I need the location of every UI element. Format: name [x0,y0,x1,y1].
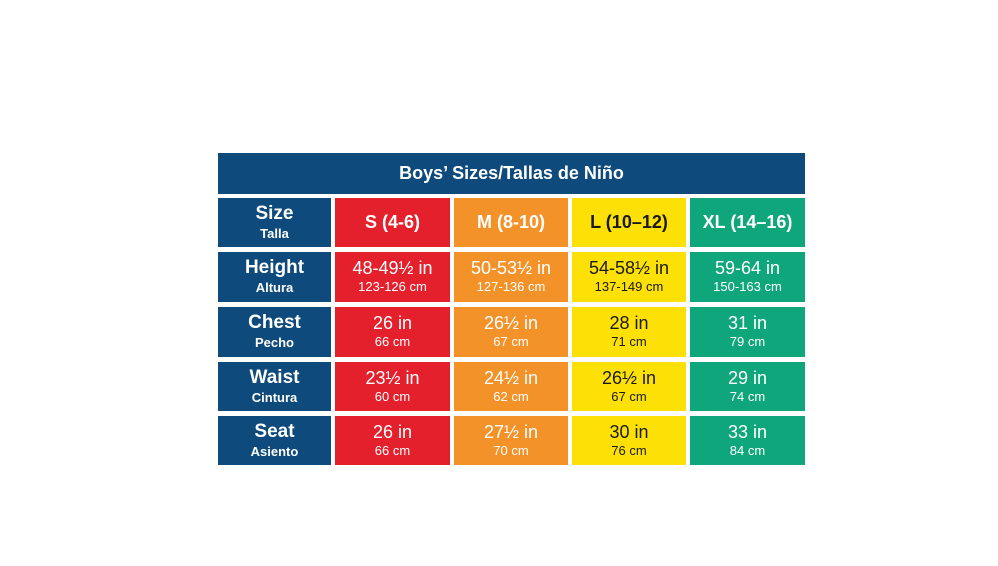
value-cm: 62 cm [493,388,529,404]
row-label: Size [255,202,294,224]
value-cm: 84 cm [729,442,766,458]
value-cm: 60 cm [374,388,411,404]
value-inches: 23½ in [365,367,420,388]
row-header-seat: Seat Asiento [218,416,331,465]
value-cm: 137-149 cm [594,279,664,295]
value-cell: 31 in 79 cm [690,307,805,357]
row-label: Chest [248,312,301,334]
value-cm: 67 cm [493,334,529,350]
value-inches: 48-49½ in [352,258,433,279]
value-cm: 66 cm [374,442,411,458]
value-cm: 79 cm [729,334,766,350]
value-cm: 150-163 cm [713,279,782,295]
size-label: M (8-10) [476,211,545,232]
row-label-spanish: Altura [255,280,294,296]
value-inches: 26½ in [483,313,539,334]
value-cell: 54-58½ in 137-149 cm [572,252,686,302]
value-inches: 24½ in [483,367,539,388]
row-label-spanish: Cintura [251,389,298,405]
row-label: Seat [254,420,295,442]
value-cell: 24½ in 62 cm [454,362,568,411]
value-inches: 33 in [727,421,768,442]
value-cm: 70 cm [493,442,529,458]
value-inches: 29 in [727,367,768,388]
value-inches: 31 in [727,313,768,334]
value-inches: 26 in [372,313,413,334]
value-cell: 29 in 74 cm [690,362,805,411]
row-header-height: Height Altura [218,252,331,302]
value-inches: 59-64 in [714,258,781,279]
size-header-s: S (4-6) [335,198,450,247]
size-label: XL (14–16) [702,211,793,232]
size-label: S (4-6) [364,211,420,232]
value-inches: 27½ in [483,421,539,442]
value-cm: 71 cm [611,334,647,350]
size-grid: Size Talla S (4-6) M (8-10) L (10–12) XL… [218,198,805,465]
row-header-chest: Chest Pecho [218,307,331,357]
size-header-xl: XL (14–16) [690,198,805,247]
chart-title: Boys’ Sizes/Tallas de Niño [399,163,624,183]
chart-title-bar: Boys’ Sizes/Tallas de Niño [218,153,805,194]
value-cm: 67 cm [611,388,647,404]
row-label: Height [244,257,305,279]
value-cm: 127-136 cm [476,279,546,295]
value-cm: 76 cm [611,442,647,458]
row-header-size: Size Talla [218,198,331,247]
size-label: L (10–12) [590,211,668,232]
value-cell: 27½ in 70 cm [454,416,568,465]
size-chart: Boys’ Sizes/Tallas de Niño Size Talla S … [218,153,805,465]
value-inches: 28 in [609,313,649,334]
row-label: Waist [249,366,300,388]
value-cell: 50-53½ in 127-136 cm [454,252,568,302]
row-header-waist: Waist Cintura [218,362,331,411]
row-label-spanish: Talla [260,225,289,241]
value-cell: 30 in 76 cm [572,416,686,465]
value-cell: 26 in 66 cm [335,307,450,357]
value-inches: 26 in [372,421,413,442]
row-label-spanish: Pecho [254,335,294,351]
value-cell: 59-64 in 150-163 cm [690,252,805,302]
value-cell: 26 in 66 cm [335,416,450,465]
value-cell: 26½ in 67 cm [454,307,568,357]
value-inches: 54-58½ in [588,258,670,279]
value-inches: 26½ in [601,367,657,388]
size-header-l: L (10–12) [572,198,686,247]
row-label-spanish: Asiento [250,443,299,459]
value-cell: 48-49½ in 123-126 cm [335,252,450,302]
value-cell: 28 in 71 cm [572,307,686,357]
value-cm: 123-126 cm [358,279,427,295]
value-inches: 30 in [609,421,649,442]
value-cm: 66 cm [374,334,411,350]
value-cell: 26½ in 67 cm [572,362,686,411]
value-cm: 74 cm [729,388,766,404]
value-cell: 23½ in 60 cm [335,362,450,411]
value-inches: 50-53½ in [470,258,552,279]
value-cell: 33 in 84 cm [690,416,805,465]
size-header-m: M (8-10) [454,198,568,247]
